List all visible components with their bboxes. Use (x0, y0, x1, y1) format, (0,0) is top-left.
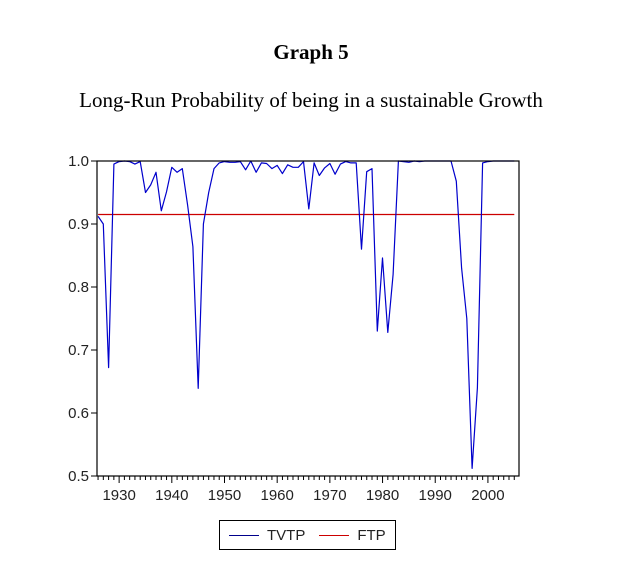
x-tick-label: 1950 (208, 487, 241, 504)
chart-title: Graph 5 (273, 40, 349, 64)
series-line-tvtp (97, 160, 515, 469)
x-tick-label: 1960 (260, 487, 293, 504)
x-tick-label: 2000 (471, 487, 504, 504)
legend: TVTP FTP (219, 520, 396, 550)
y-tick-label: 0.5 (68, 468, 89, 485)
legend-swatch-tvtp (229, 534, 259, 536)
x-tick-label: 1990 (419, 487, 452, 504)
x-axis: 1930 1940 1950 1960 1970 1980 1990 2000 (97, 476, 515, 504)
legend-swatch-ftp (319, 534, 350, 536)
y-axis: 0.5 0.6 0.7 0.8 0.9 1.0 (68, 153, 97, 485)
plot-frame (96, 160, 520, 477)
x-tick-label: 1980 (366, 487, 399, 504)
legend-item-ftp: FTP (319, 526, 386, 544)
x-tick-label: 1930 (102, 487, 135, 504)
y-tick-label: 0.8 (68, 279, 89, 296)
x-tick-label: 1940 (155, 487, 188, 504)
legend-label-tvtp: TVTP (267, 526, 306, 544)
legend-label-ftp: FTP (357, 526, 386, 544)
legend-item-tvtp: TVTP (229, 527, 305, 544)
x-tick-label: 1970 (313, 487, 346, 504)
y-tick-label: 1.0 (68, 153, 89, 170)
series-layer (97, 160, 515, 469)
y-tick-label: 0.7 (68, 342, 89, 359)
y-tick-label: 0.6 (68, 405, 89, 422)
chart-subtitle: Long-Run Probability of being in a susta… (79, 88, 543, 112)
y-tick-label: 0.9 (68, 216, 89, 233)
